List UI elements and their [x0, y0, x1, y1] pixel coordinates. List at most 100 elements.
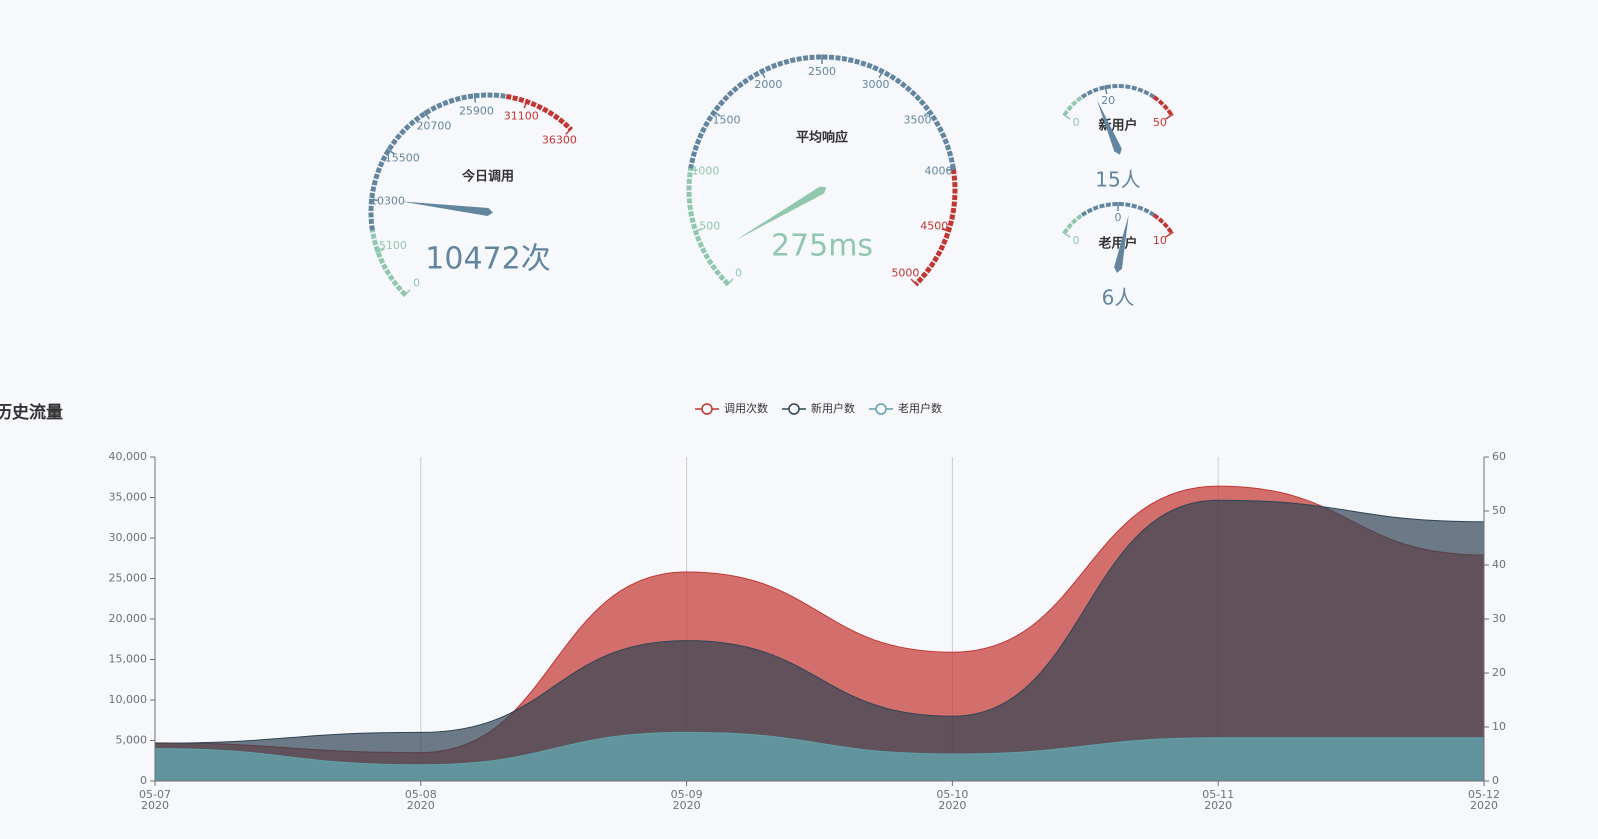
series-line	[154, 731, 1484, 766]
x-tick-label: 05-07 2020	[139, 788, 171, 812]
y-tick-label: 20,000	[109, 612, 148, 625]
gauge-tick	[473, 93, 477, 103]
gauge-tick-label: 1000	[691, 165, 719, 178]
gauge-tick-label: 5000	[891, 266, 919, 279]
gauge-title: 老用户	[1097, 236, 1137, 252]
area-fill	[155, 500, 1484, 781]
gauge-tick-label: 2500	[808, 65, 836, 78]
gauge-needle	[400, 201, 493, 216]
gauge-tick	[423, 110, 430, 120]
y-tick-label: 25,000	[109, 572, 148, 585]
gauge-tick-label: 15500	[385, 152, 420, 165]
gauge-tick-label: 20700	[416, 120, 451, 133]
gauge-tick-label: 31100	[504, 110, 539, 123]
gauge-value: 6人	[1102, 286, 1135, 310]
x-tick-label: 05-12 2020	[1468, 788, 1500, 812]
gauge-axis-segment	[1080, 202, 1156, 217]
gauge-tick-label: 0	[735, 266, 742, 279]
series-line	[154, 499, 1485, 744]
gauge-axis-segment	[505, 93, 573, 132]
gauge-tick	[688, 168, 698, 172]
gauge-tick-label: 50	[1153, 116, 1167, 129]
y-tick-label: 10,000	[109, 693, 148, 706]
x-tick-label: 05-11 2020	[1202, 788, 1235, 812]
gauge-axis-segment	[688, 54, 956, 170]
legend-icon	[875, 403, 887, 415]
gauge-value: 275ms	[771, 229, 873, 264]
y2-tick-label: 10	[1492, 720, 1506, 733]
y-tick-label: 15,000	[109, 653, 148, 666]
y2-tick-label: 60	[1492, 450, 1506, 463]
gauge-tick-label: 2000	[754, 78, 782, 91]
gauge-tick	[1165, 231, 1174, 238]
gauge-needle	[735, 186, 827, 241]
gauge-tick-label: 3000	[862, 78, 890, 91]
y-tick-label: 0	[140, 774, 147, 787]
gauge-tick	[523, 98, 529, 109]
gauge-tick-label: 0	[1115, 211, 1122, 224]
legend-icon	[788, 403, 800, 415]
gauge-tick	[878, 68, 885, 79]
gauge-tick	[1062, 113, 1071, 120]
gauge-title: 平均响应	[796, 130, 848, 146]
gauge-tick-label: 25900	[459, 105, 494, 118]
gauge-tick-label: 10300	[370, 194, 405, 207]
gauge-tick	[1165, 113, 1174, 120]
x-tick-label: 05-08 2020	[404, 788, 437, 812]
gauge-tick	[711, 109, 721, 117]
gauge-tick	[725, 278, 734, 287]
gauge-title: 今日调用	[461, 169, 514, 185]
gauge-tick	[759, 68, 766, 79]
gauge-tick-label: 10	[1153, 234, 1167, 247]
gauge-value: 10472次	[425, 242, 550, 277]
gauge-tick-label: 0	[413, 276, 420, 289]
gauge-value: 15人	[1095, 168, 1140, 192]
gauge-tick-label: 4500	[920, 219, 948, 232]
chart-title: 历史流量	[0, 402, 63, 423]
gauge-needle	[1096, 99, 1122, 155]
gauge-axis-segment	[1062, 95, 1084, 117]
gauge-axis-segment	[1152, 213, 1174, 235]
gauge-tick-label: 1500	[713, 114, 741, 127]
y-tick-label: 30,000	[109, 531, 148, 544]
legend-label: 老用户数	[898, 401, 942, 415]
y-tick-label: 35,000	[109, 491, 148, 504]
gauge-tick	[386, 148, 395, 155]
y2-tick-label: 20	[1492, 666, 1506, 679]
gauge-tick	[692, 228, 703, 233]
area-fill	[155, 732, 1484, 781]
gauge-axis-segment	[1080, 84, 1156, 99]
gauge-tick	[946, 168, 956, 172]
y2-tick-label: 40	[1492, 558, 1506, 571]
gauge-tick	[923, 109, 933, 117]
gauge-tick-label: 5100	[379, 239, 407, 252]
gauge-tick	[565, 126, 574, 135]
gauge-tick-label: 0	[1073, 116, 1080, 129]
gauge-tick-label: 0	[1073, 234, 1080, 247]
gauge-tick-label: 4000	[925, 165, 953, 178]
gauge-tick	[941, 228, 952, 233]
gauge-tick	[402, 289, 411, 298]
gauge-tick-label: 36300	[542, 134, 577, 147]
y2-tick-label: 30	[1492, 612, 1506, 625]
y-tick-label: 40,000	[109, 450, 148, 463]
gauge-axis-segment	[1152, 95, 1174, 117]
y2-tick-label: 0	[1492, 774, 1499, 787]
legend-label: 新用户数	[811, 401, 855, 415]
gauge-tick-label: 500	[699, 219, 720, 232]
x-tick-label: 05-09 2020	[670, 788, 703, 812]
gauge-tick	[910, 278, 919, 287]
y-tick-label: 5,000	[116, 734, 148, 747]
gauge-tick	[375, 248, 385, 254]
gauge-tick	[369, 198, 379, 202]
legend-icon	[701, 403, 713, 415]
gauge-tick	[1062, 231, 1071, 238]
gauge-tick-label: 3500	[903, 114, 931, 127]
gauge-tick-label: 20	[1101, 94, 1115, 107]
x-tick-label: 05-10 2020	[936, 788, 969, 812]
gauge-needle	[1114, 214, 1129, 273]
gauge-axis-segment	[1062, 213, 1084, 235]
gauge-tick	[1104, 85, 1108, 95]
legend-label: 调用次数	[724, 401, 768, 415]
